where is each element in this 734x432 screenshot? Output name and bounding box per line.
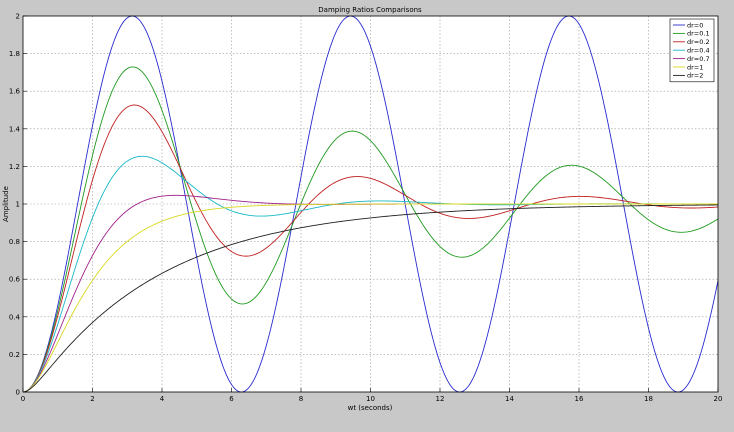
y-tick-label: 0.4 <box>9 313 21 321</box>
y-tick-label: 0.8 <box>9 238 20 246</box>
x-tick-label: 12 <box>436 395 445 403</box>
x-ticks: 0 2 4 6 8 10 12 14 16 18 20 <box>21 388 723 403</box>
series-line-dr-2 <box>22 204 719 393</box>
y-tick-label: 0.2 <box>9 351 20 359</box>
x-tick-label: 14 <box>505 395 514 403</box>
series-lines <box>22 15 719 393</box>
x-tick-label: 0 <box>21 395 25 403</box>
x-tick-label: 4 <box>160 395 165 403</box>
x-tick-label: 18 <box>644 395 653 403</box>
y-axis-label: Amplitude <box>2 186 10 222</box>
x-tick-label: 2 <box>90 395 94 403</box>
legend-entry: dr=0.1 <box>687 30 710 38</box>
x-tick-label: 8 <box>299 395 303 403</box>
legend-entry: dr=1 <box>687 63 703 71</box>
series-line-dr-0 <box>22 15 719 393</box>
x-tick-label: 20 <box>714 395 723 403</box>
y-tick-label: 1 <box>16 201 20 209</box>
series-line-dr-1 <box>22 203 718 393</box>
y-tick-label: 1.6 <box>9 88 21 96</box>
series-line-dr-0-1 <box>22 66 719 393</box>
chart-title: Damping Ratios Comparisons <box>318 6 422 14</box>
x-tick-label: 10 <box>366 395 375 403</box>
x-axis-label: wt (seconds) <box>348 404 393 412</box>
legend-entry: dr=2 <box>687 72 703 80</box>
y-tick-label: 0.6 <box>9 276 21 284</box>
y-tick-label: 1.8 <box>9 50 20 58</box>
x-tick-label: 6 <box>229 395 234 403</box>
series-line-dr-0-2 <box>22 104 719 393</box>
legend-entry: dr=0.7 <box>687 55 710 63</box>
legend-entry: dr=0 <box>687 21 703 29</box>
legend: dr=0dr=0.1dr=0.2dr=0.4dr=0.7dr=1dr=2 <box>669 18 715 83</box>
legend-entry: dr=0.4 <box>687 47 710 55</box>
y-tick-label: 1.4 <box>9 125 21 133</box>
x-tick-label: 16 <box>575 395 584 403</box>
y-tick-label: 0 <box>16 389 20 397</box>
y-tick-label: 1.2 <box>9 163 20 171</box>
y-ticks: 0 0.2 0.4 0.6 0.8 1 1.2 1.4 1.6 1.8 2 <box>9 13 27 397</box>
y-tick-label: 2 <box>16 13 20 21</box>
legend-entry: dr=0.2 <box>687 38 710 46</box>
